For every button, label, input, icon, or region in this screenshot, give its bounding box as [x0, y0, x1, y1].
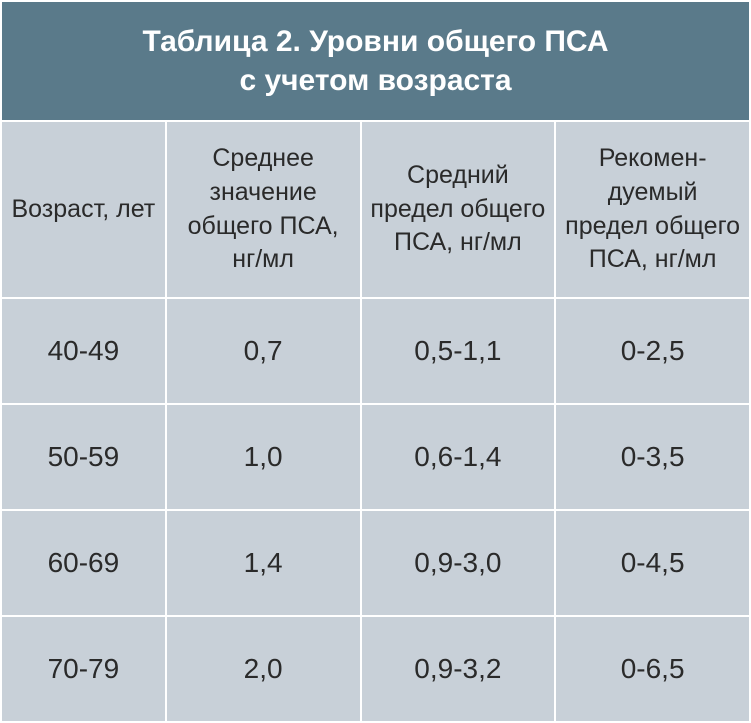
- cell-mean: 1,0: [166, 404, 361, 510]
- table-row: 60-69 1,4 0,9-3,0 0-4,5: [1, 510, 750, 616]
- header-mean-psa: Среднее значение общего ПСА, нг/мл: [166, 121, 361, 298]
- cell-rec: 0-4,5: [555, 510, 750, 616]
- title-line-1: Таблица 2. Уровни общего ПСА: [143, 25, 609, 58]
- cell-age: 70-79: [1, 616, 166, 722]
- cell-mean: 1,4: [166, 510, 361, 616]
- cell-age: 40-49: [1, 298, 166, 404]
- cell-mean: 2,0: [166, 616, 361, 722]
- cell-mid: 0,9-3,0: [361, 510, 556, 616]
- cell-age: 60-69: [1, 510, 166, 616]
- table-title: Таблица 2. Уровни общего ПСА с учетом во…: [1, 1, 750, 121]
- title-row: Таблица 2. Уровни общего ПСА с учетом во…: [1, 1, 750, 121]
- table-row: 40-49 0,7 0,5-1,1 0-2,5: [1, 298, 750, 404]
- cell-mid: 0,5-1,1: [361, 298, 556, 404]
- table-body: 40-49 0,7 0,5-1,1 0-2,5 50-59 1,0 0,6-1,…: [1, 298, 750, 722]
- header-recommended-psa: Рекомен-дуемый предел общего ПСА, нг/мл: [555, 121, 750, 298]
- cell-mid: 0,6-1,4: [361, 404, 556, 510]
- cell-rec: 0-2,5: [555, 298, 750, 404]
- table-row: 70-79 2,0 0,9-3,2 0-6,5: [1, 616, 750, 722]
- cell-mid: 0,9-3,2: [361, 616, 556, 722]
- cell-age: 50-59: [1, 404, 166, 510]
- table-row: 50-59 1,0 0,6-1,4 0-3,5: [1, 404, 750, 510]
- header-mid-limit-psa: Средний предел общего ПСА, нг/мл: [361, 121, 556, 298]
- header-row: Возраст, лет Среднее значение общего ПСА…: [1, 121, 750, 298]
- cell-rec: 0-6,5: [555, 616, 750, 722]
- cell-rec: 0-3,5: [555, 404, 750, 510]
- cell-mean: 0,7: [166, 298, 361, 404]
- title-line-2: с учетом возраста: [239, 64, 511, 97]
- header-age: Возраст, лет: [1, 121, 166, 298]
- psa-levels-table: Таблица 2. Уровни общего ПСА с учетом во…: [0, 0, 751, 723]
